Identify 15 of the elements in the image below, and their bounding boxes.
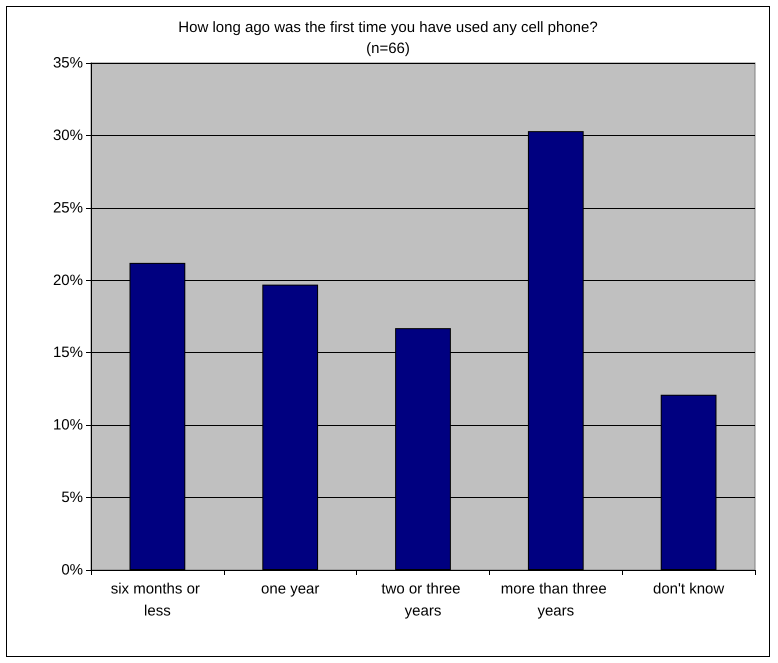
y-tick-label: 25%	[52, 199, 83, 216]
chart-subtitle: (n=66)	[366, 40, 410, 57]
y-tick-label: 20%	[52, 272, 83, 289]
y-tick-label: 30%	[52, 126, 83, 144]
x-tick-label: don't know	[652, 580, 724, 598]
x-tick-label: more than three years	[500, 580, 611, 620]
x-tick-label: two or three years	[381, 580, 465, 620]
y-tick-label: 15%	[52, 344, 83, 362]
y-tick-label: 35%	[52, 54, 83, 72]
y-tick-label: 0%	[61, 562, 83, 578]
chart-title: How long ago was the first time you have used any cell phone?	[178, 19, 598, 36]
y-tick-label: 5%	[61, 489, 83, 506]
x-tick-label: six months or less	[110, 580, 204, 620]
y-tick-label: 10%	[52, 416, 83, 434]
x-tick-label: one year	[261, 580, 320, 598]
